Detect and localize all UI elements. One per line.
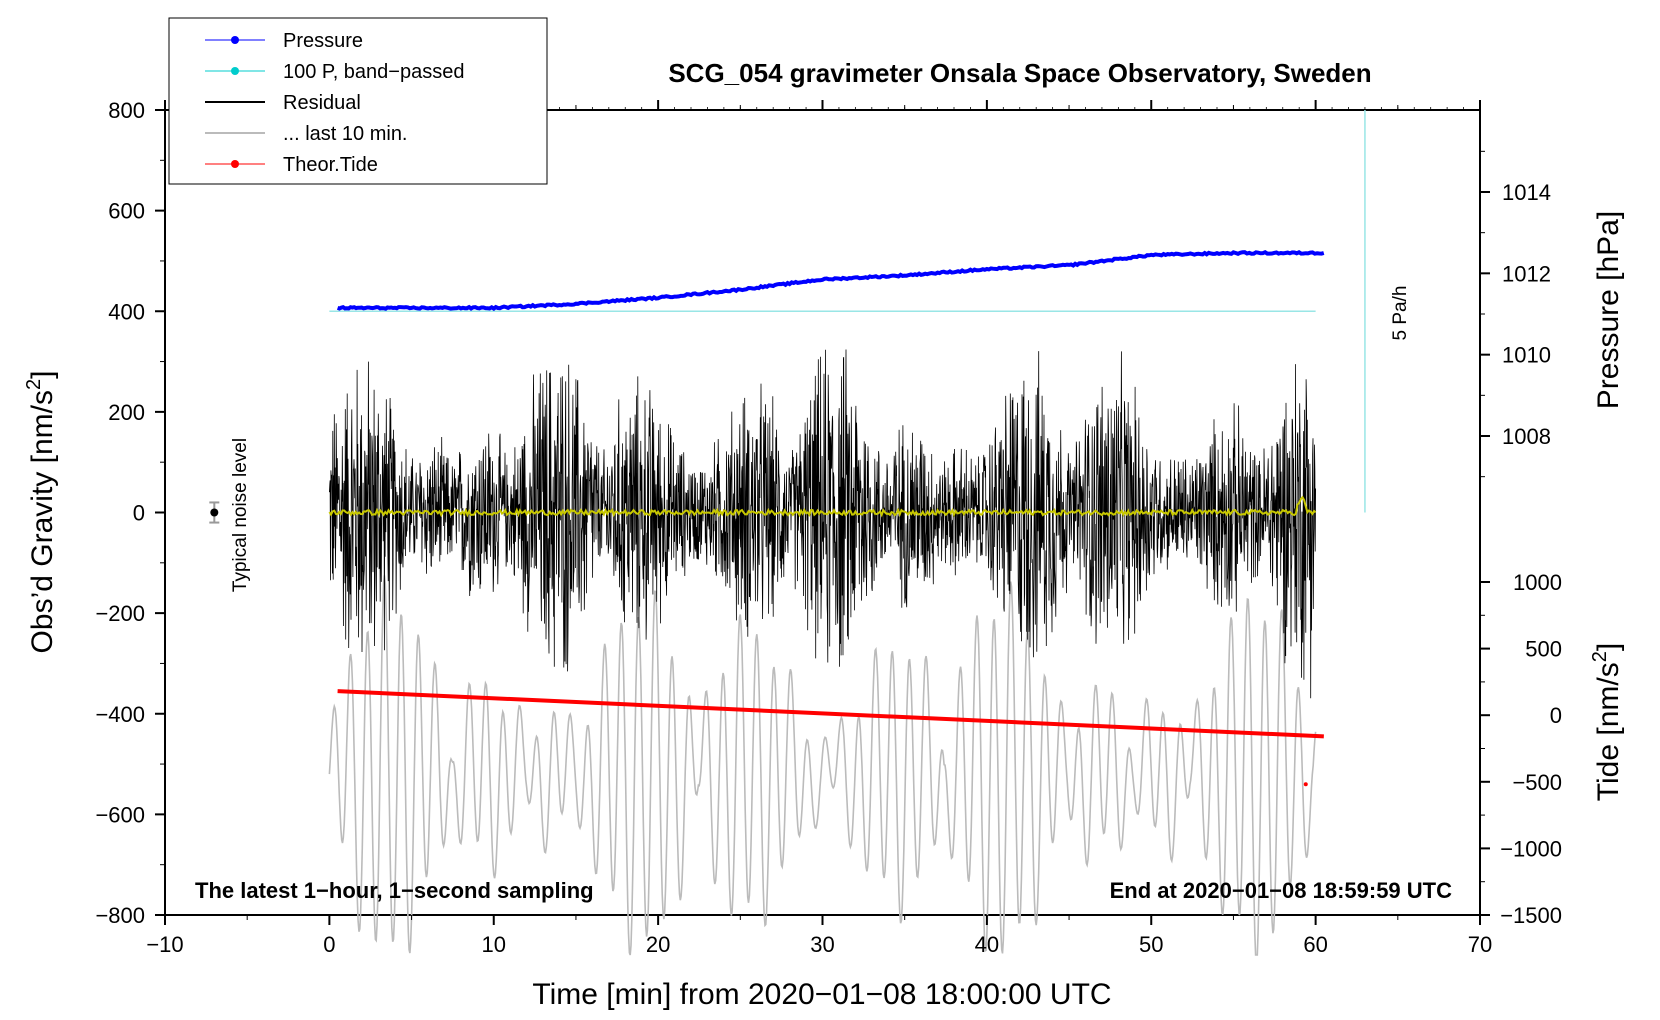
- legend-marker-pressure: [231, 36, 239, 44]
- legend-item-bandpassed: 100 P, band−passed: [205, 61, 464, 83]
- theor-tide-point: [1303, 782, 1308, 787]
- legend-label-pressure: Pressure: [283, 30, 363, 52]
- y-tick-label: −800: [95, 903, 145, 928]
- series-pressure: [336, 249, 1325, 312]
- tide-tick-label: −500: [1512, 770, 1562, 795]
- tide-tick-label: −1000: [1500, 836, 1562, 861]
- y-tick-label: 600: [108, 199, 145, 224]
- noise-label: Typical noise level: [230, 438, 251, 592]
- x-tick-label: 40: [975, 932, 999, 957]
- pressure-tick-label: 1010: [1502, 343, 1551, 368]
- pressure-tick-label: 1008: [1502, 424, 1551, 449]
- rate-marker-label: 5 Pa/h: [1390, 286, 1411, 341]
- tide-tick-label: 1000: [1513, 570, 1562, 595]
- axes-layer: −10 0 10 20 30 40 50 60 70 −800 −600 −400 −200 0 200 40…: [95, 98, 1562, 957]
- series-residual-smoothed: [328, 495, 1317, 518]
- x-axis-title: Time [min] from 2020−01−08 18:00:00 UTC: [532, 978, 1111, 1011]
- series-last-10-min: [328, 575, 1317, 956]
- legend-item-tide: Theor.Tide: [205, 154, 378, 176]
- chart-title: SCG_054 gravimeter Onsala Space Observat…: [668, 58, 1371, 88]
- y-axis-title-tide: Tide [nm/s2]: [1589, 643, 1625, 801]
- legend: Pressure 100 P, band−passed Residual ...…: [168, 17, 548, 185]
- tide-tick-label: 0: [1550, 703, 1562, 728]
- legend-marker-bandpassed: [231, 67, 239, 75]
- x-tick-label: 0: [323, 932, 335, 957]
- x-tick-label: 10: [482, 932, 506, 957]
- y-tick-label: −600: [95, 802, 145, 827]
- y-tick-label: 200: [108, 400, 145, 425]
- legend-item-last10: ... last 10 min.: [205, 123, 408, 145]
- x-tick-label: 60: [1303, 932, 1327, 957]
- legend-label-bandpassed: 100 P, band−passed: [283, 61, 464, 83]
- y-axis-title-gravity: Obs’d Gravity [nm/s2]: [23, 371, 59, 654]
- series-theor-tide: [337, 689, 1324, 739]
- legend-label-last10: ... last 10 min.: [283, 123, 408, 145]
- noise-point: [210, 508, 219, 517]
- legend-item-residual: Residual: [205, 92, 361, 114]
- tide-tick-label: −1500: [1500, 903, 1562, 928]
- legend-label-residual: Residual: [283, 92, 361, 114]
- y-tick-label: 400: [108, 299, 145, 324]
- y-tick-label: 0: [133, 501, 145, 526]
- note-sampling: The latest 1−hour, 1−second sampling: [195, 878, 594, 903]
- tide-tick-label: 500: [1525, 637, 1562, 662]
- legend-label-tide: Theor.Tide: [283, 154, 378, 176]
- y-tick-label: −200: [95, 601, 145, 626]
- pressure-tick-label: 1012: [1502, 261, 1551, 286]
- legend-marker-tide: [231, 160, 239, 168]
- x-tick-label: −10: [146, 932, 183, 957]
- x-tick-label: 70: [1468, 932, 1492, 957]
- series-residual: [329, 349, 1316, 699]
- x-tick-label: 30: [810, 932, 834, 957]
- x-tick-label: 20: [646, 932, 670, 957]
- note-end-time: End at 2020−01−08 18:59:59 UTC: [1110, 878, 1453, 903]
- y-axis-title-pressure: Pressure [hPa]: [1592, 211, 1625, 409]
- x-tick-label: 50: [1139, 932, 1163, 957]
- y-tick-label: 800: [108, 98, 145, 123]
- legend-item-pressure: Pressure: [205, 30, 363, 52]
- data-layer: [209, 110, 1366, 956]
- pressure-tick-label: 1014: [1502, 180, 1551, 205]
- y-tick-label: −400: [95, 702, 145, 727]
